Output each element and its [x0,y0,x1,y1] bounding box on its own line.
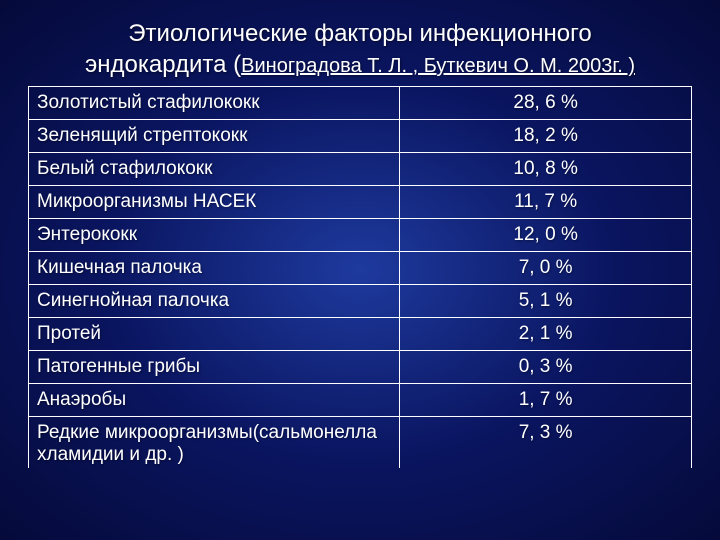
slide-title: Этиологические факторы инфекционного энд… [28,18,692,80]
organism-cell: Микроорганизмы НАСЕК [29,186,400,219]
organism-cell: Энтерококк [29,219,400,252]
table-row: Энтерококк 12, 0 % [29,219,692,252]
organism-cell: Белый стафилококк [29,153,400,186]
table-row: Белый стафилококк 10, 8 % [29,153,692,186]
table-row: Микроорганизмы НАСЕК 11, 7 % [29,186,692,219]
title-line2a: эндокардита ( [85,51,241,78]
organism-cell: Синегнойная палочка [29,285,400,318]
etiology-table: Золотистый стафилококк 28, 6 % Зеленящий… [28,86,692,468]
table-row: Патогенные грибы 0, 3 % [29,351,692,384]
slide-container: Этиологические факторы инфекционного энд… [0,0,720,468]
percent-cell: 1, 7 % [400,384,692,417]
title-line2b: Виноградова Т. Л. , Буткевич О. М. 2003г… [241,55,635,77]
table-row: Золотистый стафилококк 28, 6 % [29,87,692,120]
percent-cell: 0, 3 % [400,351,692,384]
table-row: Синегнойная палочка 5, 1 % [29,285,692,318]
table-row: Редкие микроорганизмы(сальмонелла хламид… [29,417,692,469]
organism-cell: Анаэробы [29,384,400,417]
percent-cell: 28, 6 % [400,87,692,120]
organism-cell: Редкие микроорганизмы(сальмонелла хламид… [29,417,400,469]
table-row: Кишечная палочка 7, 0 % [29,252,692,285]
table-row: Протей 2, 1 % [29,318,692,351]
organism-cell: Протей [29,318,400,351]
percent-cell: 7, 0 % [400,252,692,285]
percent-cell: 10, 8 % [400,153,692,186]
table-row: Зеленящий стрептококк 18, 2 % [29,120,692,153]
organism-cell: Зеленящий стрептококк [29,120,400,153]
percent-cell: 5, 1 % [400,285,692,318]
percent-cell: 11, 7 % [400,186,692,219]
table-row: Анаэробы 1, 7 % [29,384,692,417]
organism-cell: Патогенные грибы [29,351,400,384]
percent-cell: 18, 2 % [400,120,692,153]
percent-cell: 12, 0 % [400,219,692,252]
percent-cell: 2, 1 % [400,318,692,351]
title-line1: Этиологические факторы инфекционного [128,20,591,47]
percent-cell: 7, 3 % [400,417,692,469]
organism-cell: Золотистый стафилококк [29,87,400,120]
organism-cell: Кишечная палочка [29,252,400,285]
